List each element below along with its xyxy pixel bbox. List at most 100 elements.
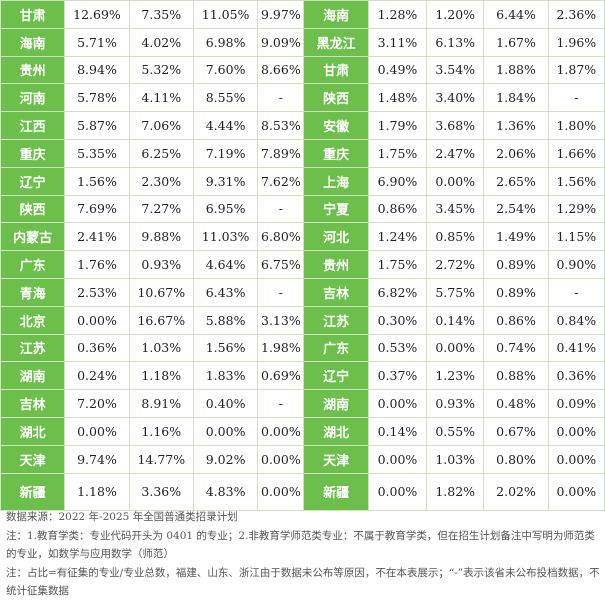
ratio-cell: 0.00% xyxy=(257,472,305,511)
table-row: 江西 5.87% 7.06% 4.44% 8.53% 安徽 1.79% 3.68% 1.36% 1… xyxy=(0,111,605,140)
ratio-cell: 0.00% xyxy=(367,472,428,511)
ratio-cell: 0.84% xyxy=(547,305,605,335)
table-row: 海南 5.71% 4.02% 6.98% 9.09% 黑龙江 3.11% 6.13% 1.67%… xyxy=(0,27,605,57)
ratio-cell: 0.36% xyxy=(547,361,605,391)
ratio-cell: 8.94% xyxy=(64,55,130,85)
table-row: 广东 1.76% 0.93% 4.64% 6.75% 贵州 1.75% 2.72% 0.89% 0… xyxy=(0,250,605,279)
ratio-cell: 5.75% xyxy=(426,277,485,307)
table-row: 青海 2.53% 10.67% 6.43% - 吉林 6.82% 5.75% 0.89% - xyxy=(0,277,605,307)
ratio-cell: 9.09% xyxy=(257,27,305,57)
ratio-cell: 1.15% xyxy=(547,222,605,252)
ratio-cell: 6.43% xyxy=(192,277,259,307)
ratio-cell: 1.16% xyxy=(128,416,194,446)
province-cell: 吉林 xyxy=(303,277,369,307)
table-row: 重庆 5.35% 6.25% 7.19% 7.89% 重庆 1.75% 2.47% 2.06% 1… xyxy=(0,138,605,168)
table-row: 吉林 7.20% 8.91% 0.40% - 湖南 0.00% 0.93% 0.48% 0.09% xyxy=(0,389,605,418)
ratio-cell: 8.53% xyxy=(257,111,305,140)
ratio-cell: 0.89% xyxy=(483,250,549,279)
ratio-cell: 1.98% xyxy=(257,333,305,363)
province-cell: 江苏 xyxy=(0,333,66,363)
ratio-cell: 0.69% xyxy=(257,361,305,391)
province-cell: 江苏 xyxy=(303,305,369,335)
ratio-cell: 3.13% xyxy=(257,305,305,335)
ratio-cell: 1.23% xyxy=(426,361,485,391)
ratio-cell: 1.24% xyxy=(367,222,428,252)
province-cell: 重庆 xyxy=(303,138,369,168)
ratio-cell: 1.18% xyxy=(64,472,130,511)
province-cell: 海南 xyxy=(303,0,369,29)
ratio-cell: 1.88% xyxy=(483,55,549,85)
ratio-cell: 4.44% xyxy=(192,111,259,140)
ratio-cell: 0.89% xyxy=(483,277,549,307)
ratio-cell: 0.00% xyxy=(64,305,130,335)
province-cell: 青海 xyxy=(0,277,66,307)
ratio-cell: 9.74% xyxy=(64,444,130,474)
ratio-cell: 0.86% xyxy=(483,305,549,335)
province-cell: 新疆 xyxy=(0,472,66,511)
ratio-cell: 5.71% xyxy=(64,27,130,57)
ratio-cell: 4.11% xyxy=(128,83,194,113)
ratio-cell: 2.41% xyxy=(64,222,130,252)
ratio-cell: 0.80% xyxy=(483,444,549,474)
ratio-cell: 0.00% xyxy=(64,416,130,446)
province-cell: 甘肃 xyxy=(303,55,369,85)
ratio-cell: 1.66% xyxy=(547,138,605,168)
ratio-cell: 0.85% xyxy=(426,222,485,252)
ratio-cell: 0.00% xyxy=(367,389,428,418)
ratio-cell: 7.69% xyxy=(64,194,130,224)
ratio-cell: 9.97% xyxy=(257,0,305,29)
ratio-cell: 1.83% xyxy=(192,361,259,391)
ratio-cell: 1.76% xyxy=(64,250,130,279)
province-cell: 江西 xyxy=(0,111,66,140)
province-cell: 辽宁 xyxy=(0,166,66,196)
ratio-cell: 1.79% xyxy=(367,111,428,140)
ratio-cell: 1.56% xyxy=(64,166,130,196)
data-source-note: 数据来源：2022 年-2025 年全国普通类招录计划 xyxy=(6,511,238,523)
ratio-cell: 5.87% xyxy=(64,111,130,140)
ratio-cell: 0.74% xyxy=(483,333,549,363)
ratio-cell: 0.00% xyxy=(257,444,305,474)
ratio-cell: 7.35% xyxy=(128,0,194,29)
province-cell: 湖北 xyxy=(303,416,369,446)
ratio-cell: 3.11% xyxy=(367,27,428,57)
province-cell: 宁夏 xyxy=(303,194,369,224)
ratio-cell: 4.83% xyxy=(192,472,259,511)
ratio-cell: 0.00% xyxy=(547,416,605,446)
province-cell: 上海 xyxy=(303,166,369,196)
ratio-cell: 0.67% xyxy=(483,416,549,446)
table-row: 江苏 0.36% 1.03% 1.56% 1.98% 广东 0.53% 0.00% 0.74% 0… xyxy=(0,333,605,363)
ratio-cell: 1.82% xyxy=(426,472,485,511)
province-cell: 黑龙江 xyxy=(303,27,369,57)
ratio-cell: 7.20% xyxy=(64,389,130,418)
province-cell: 贵州 xyxy=(303,250,369,279)
ratio-cell: 0.00% xyxy=(426,166,485,196)
ratio-cell: 0.93% xyxy=(426,389,485,418)
ratio-cell: 0.88% xyxy=(483,361,549,391)
ratio-cell: 3.68% xyxy=(426,111,485,140)
ratio-cell: 0.40% xyxy=(192,389,259,418)
ratio-cell: 1.20% xyxy=(426,0,485,29)
ratio-cell: - xyxy=(257,277,305,307)
ratio-cell: 1.03% xyxy=(426,444,485,474)
ratio-cell: 7.89% xyxy=(257,138,305,168)
ratio-cell: 1.48% xyxy=(367,83,428,113)
ratio-cell: 0.14% xyxy=(367,416,428,446)
ratio-cell: 0.55% xyxy=(426,416,485,446)
ratio-cell: 0.48% xyxy=(483,389,549,418)
ratio-cell: 3.36% xyxy=(128,472,194,511)
province-cell: 辽宁 xyxy=(303,361,369,391)
province-cell: 内蒙古 xyxy=(0,222,66,252)
ratio-cell: 2.72% xyxy=(426,250,485,279)
ratio-cell: 0.00% xyxy=(426,333,485,363)
ratio-cell: 7.06% xyxy=(128,111,194,140)
table-row: 天津 9.74% 14.77% 9.02% 0.00% 天津 0.00% 1.03% 0.80%… xyxy=(0,444,605,474)
table-row: 内蒙古 2.41% 9.88% 11.03% 6.80% 河北 1.24% 0.85% 1.49… xyxy=(0,222,605,252)
ratio-cell: 9.02% xyxy=(192,444,259,474)
province-cell: 海南 xyxy=(0,27,66,57)
collection-ratio-table: 甘肃 12.69% 7.35% 11.05% 9.97% 海南 1.28% 1.20% 6.44… xyxy=(0,0,605,511)
ratio-cell: 1.96% xyxy=(547,27,605,57)
ratio-cell: 6.25% xyxy=(128,138,194,168)
province-cell: 安徽 xyxy=(303,111,369,140)
ratio-cell: 0.90% xyxy=(547,250,605,279)
ratio-cell: 1.67% xyxy=(483,27,549,57)
